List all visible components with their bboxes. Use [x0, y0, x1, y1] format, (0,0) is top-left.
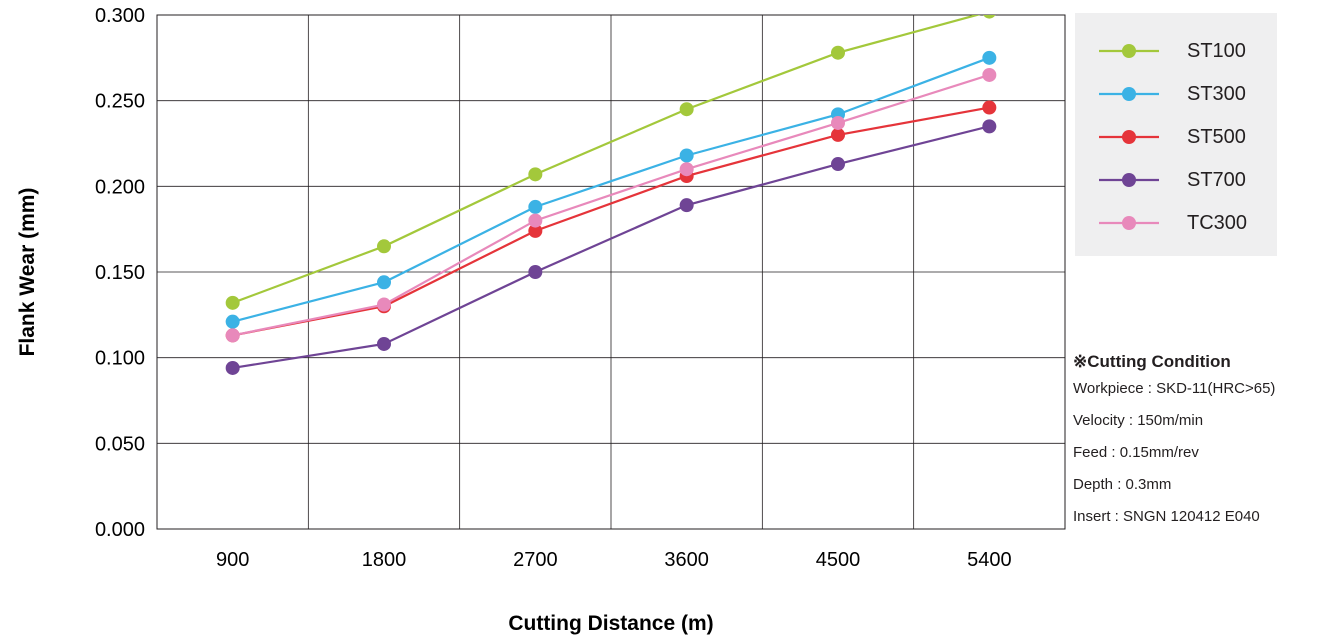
series-line-st300 [232, 56, 990, 323]
y-tick-label: 0.200 [95, 176, 145, 198]
data-point-st300 [528, 199, 543, 214]
series-st100 [225, 15, 996, 310]
series-line-st100 [232, 15, 981, 304]
data-point-st700 [831, 157, 845, 172]
series-line-tc300 [232, 73, 990, 337]
legend-swatch-st300 [1099, 87, 1159, 101]
x-tick-label: 2700 [513, 549, 558, 571]
legend-item-st100: ST100 [1075, 31, 1277, 71]
condition-insert: Insert : SNGN 120412 E040 [1073, 508, 1260, 525]
x-tick-label: 1800 [362, 549, 407, 571]
x-axis-ticks: 900 1800 2700 3600 4500 5400 [216, 549, 1012, 571]
data-point-st500 [982, 100, 997, 115]
data-point-st300 [225, 314, 240, 329]
data-point-st100 [377, 239, 391, 254]
plot-frame [156, 14, 1066, 530]
series-line-st700 [232, 125, 990, 370]
legend-item-st700: ST700 [1075, 160, 1277, 200]
y-tick-label: 0.050 [95, 433, 145, 455]
data-point-st300 [679, 148, 694, 163]
y-axis-ticks: 0.000 0.050 0.100 0.150 0.200 0.250 0.300 [95, 5, 145, 541]
legend-swatch-st500 [1099, 130, 1159, 144]
data-point-st100 [225, 295, 240, 310]
data-point-tc300 [528, 213, 543, 228]
legend-label-st300: ST300 [1187, 83, 1246, 105]
y-tick-label: 0.250 [95, 91, 145, 113]
data-point-st300 [982, 50, 997, 65]
legend-item-tc300: TC300 [1075, 203, 1277, 243]
data-point-st700 [225, 360, 240, 375]
data-point-tc300 [831, 115, 845, 130]
cutting-conditions: ※Cutting Condition Workpiece : SKD-11(HR… [1073, 350, 1330, 540]
data-point-tc300 [982, 67, 997, 82]
data-point-st100 [528, 167, 543, 182]
legend-label-st700: ST700 [1187, 169, 1246, 191]
series-st700 [225, 119, 997, 375]
data-point-st100 [983, 15, 996, 19]
condition-velocity: Velocity : 150m/min [1073, 412, 1204, 429]
legend-item-st300: ST300 [1075, 74, 1277, 114]
y-axis-title: Flank Wear (mm) [16, 188, 39, 357]
y-tick-label: 0.100 [95, 348, 145, 370]
x-tick-label: 900 [216, 549, 249, 571]
data-point-st500 [831, 127, 845, 142]
legend-label-tc300: TC300 [1187, 212, 1248, 234]
y-tick-label: 0.150 [95, 262, 145, 284]
data-point-st700 [377, 336, 391, 351]
cutting-condition-title: ※Cutting Condition [1073, 352, 1231, 371]
grid-lines [157, 14, 1065, 530]
series-group [225, 15, 997, 375]
data-point-st700 [528, 265, 543, 279]
condition-feed: Feed : 0.15mm/rev [1073, 444, 1199, 461]
y-tick-label: 0.000 [95, 519, 145, 541]
series-line-st500 [232, 106, 990, 337]
data-point-st500 [528, 223, 543, 238]
legend-swatch-st100 [1099, 44, 1159, 58]
x-tick-label: 5400 [967, 549, 1012, 571]
legend-swatch-tc300 [1099, 216, 1159, 230]
data-point-st100 [679, 102, 694, 117]
x-tick-label: 4500 [816, 549, 861, 571]
data-point-st300 [377, 275, 391, 290]
legend-item-st500: ST500 [1075, 117, 1277, 157]
data-point-tc300 [225, 328, 240, 343]
data-point-st700 [982, 119, 997, 134]
data-point-tc300 [377, 297, 391, 312]
data-point-st700 [679, 198, 694, 213]
condition-depth: Depth : 0.3mm [1073, 476, 1172, 493]
condition-workpiece: Workpiece : SKD-11(HRC>65) [1073, 380, 1276, 397]
line-chart: 0.000 0.050 0.100 0.150 0.200 0.250 0.300 900 1… [16, 5, 1066, 635]
legend-label-st500: ST500 [1187, 126, 1246, 148]
x-tick-label: 3600 [664, 549, 709, 571]
y-tick-label: 0.300 [95, 5, 145, 27]
legend-label-st100: ST100 [1187, 40, 1246, 62]
data-point-tc300 [679, 162, 694, 177]
x-axis-title: Cutting Distance (m) [508, 612, 713, 635]
data-point-st100 [831, 45, 845, 60]
legend: ST100 ST300 ST500 ST700 TC300 [1075, 13, 1277, 256]
legend-swatch-st700 [1099, 173, 1159, 187]
series-tc300 [225, 67, 997, 343]
